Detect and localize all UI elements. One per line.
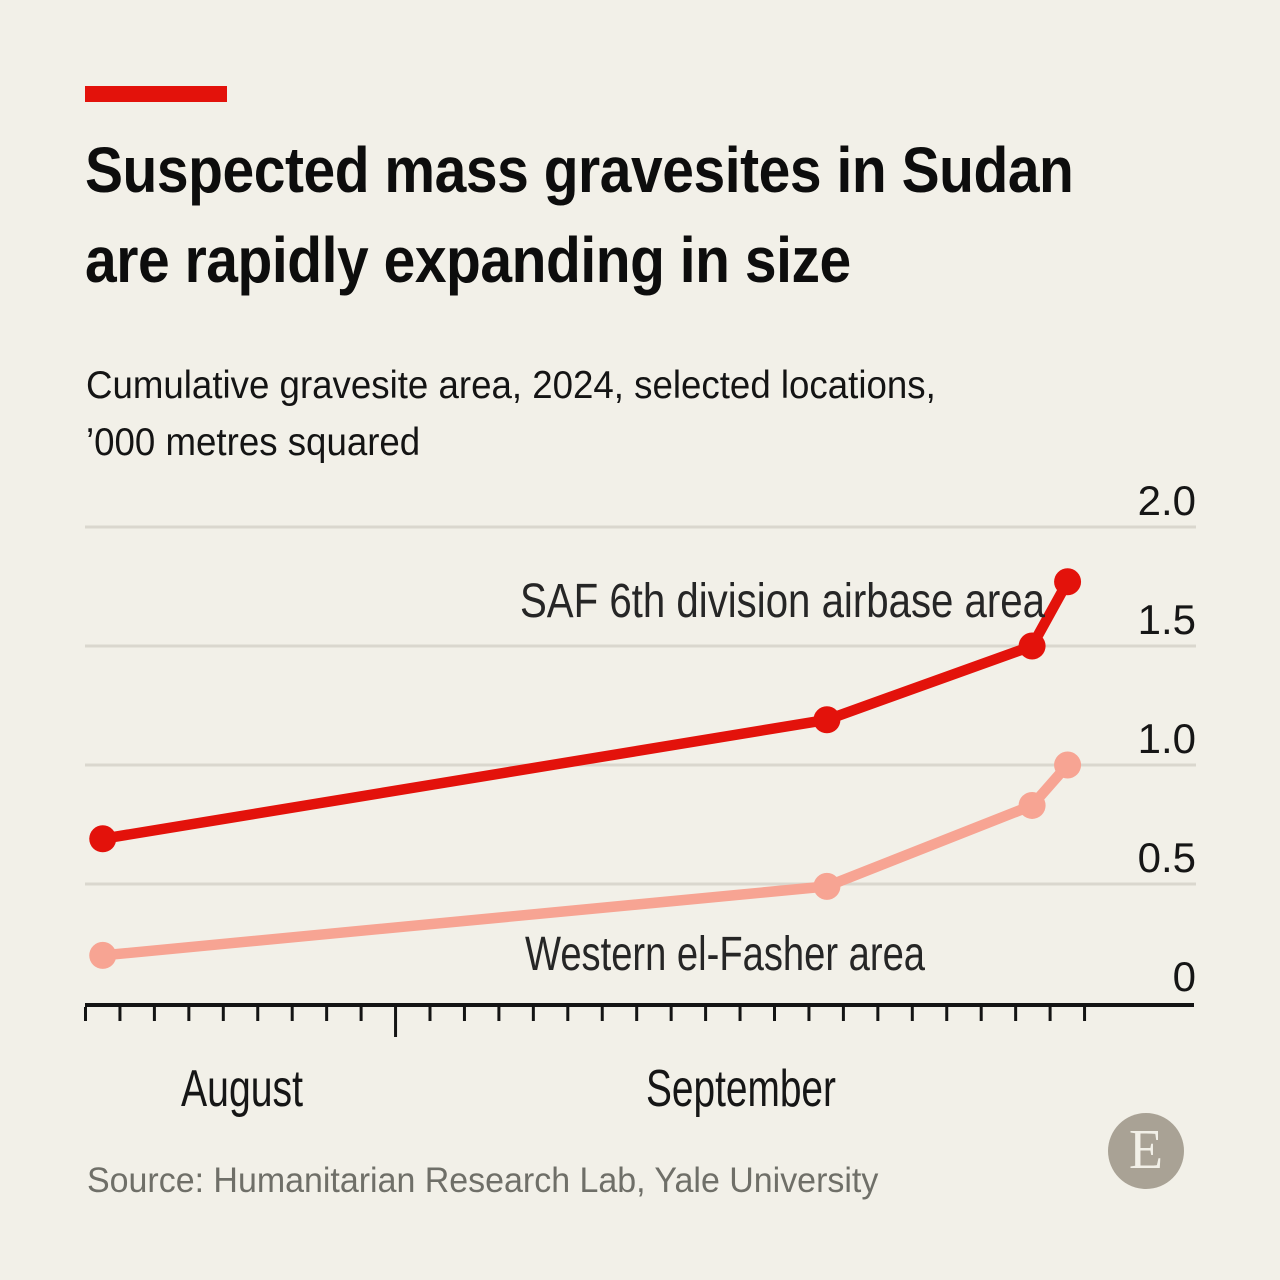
series-point-saf-6th-division-airbase-area xyxy=(813,706,841,734)
series-point-western-el-fasher-area xyxy=(89,941,117,969)
y-axis-label: 1.5 xyxy=(1138,596,1196,643)
series-point-western-el-fasher-area xyxy=(1018,791,1046,819)
series-line-saf-6th-division-airbase-area xyxy=(97,576,1073,845)
economist-logo: E xyxy=(1108,1113,1184,1189)
accent-bar xyxy=(85,86,227,102)
series-point-western-el-fasher-area xyxy=(1054,751,1082,779)
series-point-saf-6th-division-airbase-area xyxy=(1054,568,1082,596)
chart-subtitle-line1: Cumulative gravesite area, 2024, selecte… xyxy=(86,364,936,407)
y-axis-label: 0.5 xyxy=(1138,834,1196,881)
y-axis-label: 0 xyxy=(1173,953,1196,1000)
y-axis-label: 1.0 xyxy=(1138,715,1196,762)
y-axis-label: 2.0 xyxy=(1138,477,1196,524)
headline-line2: are rapidly expanding in size xyxy=(85,224,851,296)
series-line-western-el-fasher-area xyxy=(97,759,1073,961)
x-axis-month-label-august: August xyxy=(181,1060,303,1118)
series-point-saf-6th-division-airbase-area xyxy=(1018,632,1046,660)
source-note: Source: Humanitarian Research Lab, Yale … xyxy=(87,1161,879,1200)
series-point-saf-6th-division-airbase-area xyxy=(89,825,117,853)
series-label-saf-6th-division-airbase-area: SAF 6th division airbase area xyxy=(520,575,1045,628)
series-point-western-el-fasher-area xyxy=(813,872,841,900)
chart-subtitle-line2: ’000 metres squared xyxy=(86,421,421,464)
series-label-western-el-fasher-area: Western el-Fasher area xyxy=(525,928,925,981)
logo-letter: E xyxy=(1128,1119,1164,1181)
headline-line1: Suspected mass gravesites in Sudan xyxy=(85,134,1074,206)
x-axis-month-label-september: September xyxy=(646,1060,836,1118)
